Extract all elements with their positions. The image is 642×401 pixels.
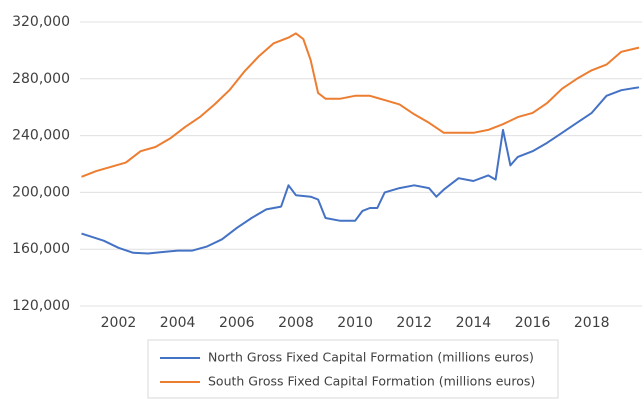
y-tick-label: 160,000	[12, 241, 70, 257]
x-tick-label: 2012	[396, 315, 432, 331]
x-tick-label: 2008	[278, 315, 314, 331]
legend-label: North Gross Fixed Capital Formation (mil…	[208, 350, 534, 365]
x-tick-label: 2006	[219, 315, 255, 331]
y-tick-label: 200,000	[12, 184, 70, 200]
y-tick-label: 280,000	[12, 71, 70, 87]
x-tick-label: 2016	[515, 315, 551, 331]
x-tick-label: 2004	[160, 315, 196, 331]
legend-box	[147, 339, 559, 399]
y-tick-label: 120,000	[12, 298, 70, 314]
line	[81, 86, 640, 255]
x-tick-label: 2018	[574, 315, 610, 331]
line	[81, 32, 640, 178]
y-tick-label: 240,000	[12, 128, 70, 144]
x-tick-label: 2014	[456, 315, 492, 331]
x-tick-label: 2010	[337, 315, 373, 331]
y-tick-label: 320,000	[12, 14, 70, 30]
legend-label: South Gross Fixed Capital Formation (mil…	[208, 374, 535, 389]
x-tick-label: 2002	[101, 315, 137, 331]
